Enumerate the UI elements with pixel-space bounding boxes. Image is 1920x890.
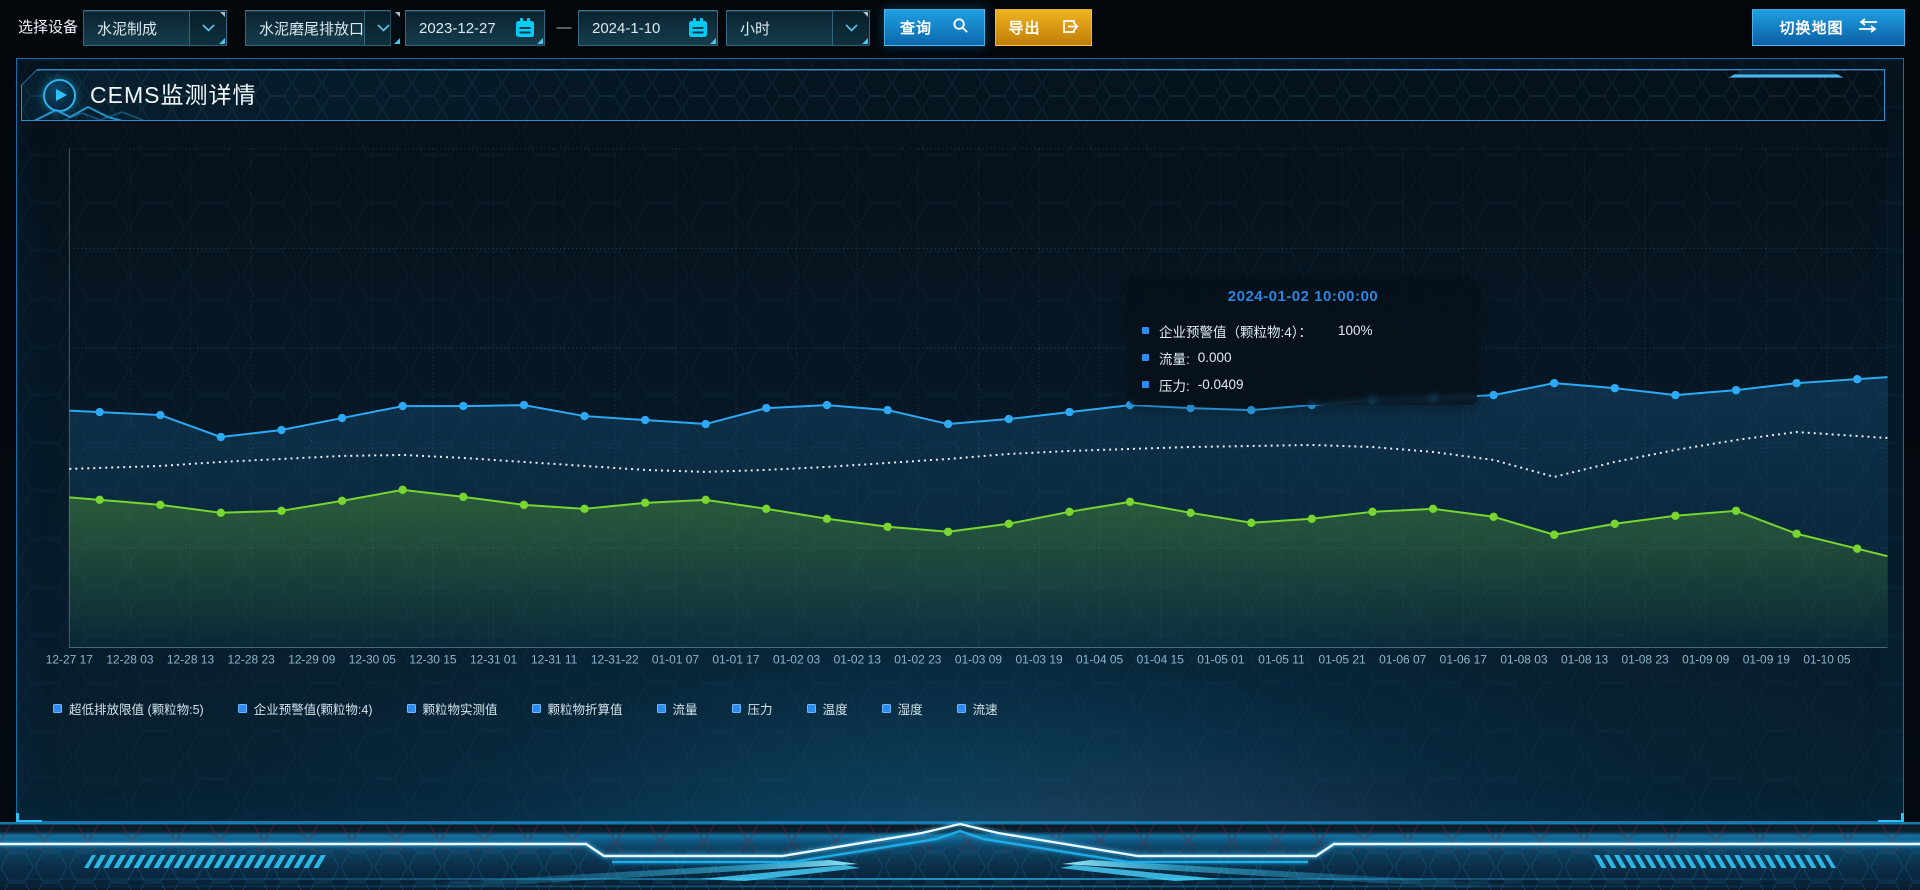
x-axis-label: 12-30 05	[349, 652, 397, 666]
export-button-label: 导出	[1008, 20, 1041, 37]
outlet-select[interactable]: 水泥磨尾排放口	[245, 10, 402, 46]
x-axis-label: 12-31-22	[591, 652, 639, 666]
top-toolbar: 选择设备 水泥制成 水泥磨尾排放口 2023-12-27 — 2024-1-10	[0, 0, 1920, 56]
x-axis-label: 01-06 07	[1379, 652, 1427, 666]
legend-marker	[731, 704, 741, 713]
x-axis-label: 01-05 21	[1318, 652, 1366, 666]
switch-map-button[interactable]: 切换地图	[1752, 9, 1905, 46]
x-axis-label: 01-08 03	[1500, 652, 1548, 666]
search-icon	[952, 17, 969, 38]
legend-label: 压力	[747, 703, 773, 717]
legend-label: 湿度	[897, 703, 923, 717]
x-axis-label: 12-31 01	[470, 652, 518, 666]
x-axis-label: 01-08 13	[1561, 652, 1609, 666]
legend-marker	[406, 704, 416, 713]
legend-marker	[956, 704, 966, 713]
legend-marker	[881, 704, 891, 713]
legend-label: 颗粒物折算值	[547, 703, 623, 717]
legend-label: 温度	[822, 703, 848, 717]
legend-item[interactable]: 企业预警值(颗粒物:4)	[237, 699, 373, 718]
legend-marker	[53, 704, 62, 713]
chevron-down-icon[interactable]	[189, 11, 226, 45]
x-axis-label: 01-05 11	[1258, 652, 1305, 666]
zigzag-decoration	[31, 105, 149, 120]
x-axis-label: 01-01 17	[712, 652, 760, 666]
bottom-tech-frame	[0, 822, 1920, 890]
legend-item[interactable]: 流速	[956, 699, 998, 718]
legend-marker	[656, 704, 666, 713]
legend-item[interactable]: 超低排放限值 (颗粒物:5)	[53, 699, 204, 718]
interval-select[interactable]: 小时	[726, 10, 870, 46]
x-axis-label: 01-09 19	[1743, 652, 1791, 666]
chart-legend: 超低排放限值 (颗粒物:5) 企业预警值(颗粒物:4) 颗粒物实测值 颗粒物折算值 流量…	[53, 699, 998, 718]
device-select-label: 选择设备	[18, 19, 79, 36]
x-axis-label: 12-27 17	[46, 652, 94, 666]
legend-label: 颗粒物实测值	[422, 703, 498, 717]
x-axis-label: 12-28 13	[167, 652, 215, 666]
x-axis-label: 12-31 11	[531, 652, 578, 666]
x-axis-label: 12-29 09	[288, 652, 336, 666]
query-button[interactable]: 查询	[884, 9, 985, 46]
x-axis-label: 01-05 01	[1197, 652, 1245, 666]
legend-item[interactable]: 压力	[731, 699, 773, 718]
legend-marker	[806, 704, 816, 713]
device-select[interactable]: 水泥制成	[83, 10, 227, 46]
legend-label: 流速	[972, 703, 998, 717]
header-hex-pattern	[22, 70, 1884, 120]
cems-detail-panel: CEMS监测详情 12-27 17 12-28 03 12-28 13 12-28 2…	[16, 58, 1904, 823]
export-icon	[1061, 17, 1079, 39]
start-date-input[interactable]: 2023-12-27	[405, 10, 545, 46]
device-select-value: 水泥制成	[97, 20, 158, 38]
x-axis-label: 01-04 05	[1076, 652, 1124, 666]
start-date-value: 2023-12-27	[419, 19, 496, 37]
legend-label: 流量	[672, 703, 698, 717]
x-axis-label: 01-04 15	[1137, 652, 1185, 666]
end-date-value: 2024-1-10	[592, 19, 661, 37]
chevron-down-icon[interactable]	[364, 11, 402, 45]
legend-item[interactable]: 温度	[806, 699, 848, 718]
end-date-input[interactable]: 2024-1-10	[578, 10, 718, 46]
x-axis-label: 01-02 03	[773, 652, 821, 666]
x-axis-label: 01-02 13	[834, 652, 882, 666]
chart-series-2	[69, 485, 1888, 648]
calendar-icon[interactable]	[506, 11, 544, 45]
chevron-down-icon[interactable]	[832, 11, 869, 45]
panel-header: CEMS监测详情	[21, 69, 1885, 121]
cems-line-chart[interactable]: 12-27 17 12-28 03 12-28 13 12-28 23 12-29 09…	[17, 59, 1903, 821]
x-axis-label: 01-09 09	[1682, 652, 1730, 666]
export-button[interactable]: 导出	[995, 9, 1092, 46]
header-accent-bar	[1728, 69, 1844, 78]
x-axis-label: 01-03 09	[955, 652, 1003, 666]
legend-marker	[237, 704, 247, 713]
swap-arrows-icon	[1858, 18, 1878, 37]
x-axis-label: 01-02 23	[894, 652, 942, 666]
legend-item[interactable]: 流量	[656, 699, 698, 718]
x-axis-label: 12-30 15	[409, 652, 457, 666]
x-axis-label: 01-06 17	[1440, 652, 1488, 666]
legend-marker	[531, 704, 541, 713]
legend-item[interactable]: 湿度	[881, 699, 923, 718]
x-axis-label: 12-28 23	[228, 652, 276, 666]
date-range-separator: —	[556, 19, 572, 36]
legend-item[interactable]: 颗粒物实测值	[406, 699, 498, 718]
x-axis-label: 01-10 05	[1803, 652, 1851, 666]
x-axis-label: 12-28 03	[106, 652, 154, 666]
legend-label: 超低排放限值 (颗粒物:5)	[69, 703, 204, 717]
interval-select-value: 小时	[740, 20, 771, 38]
chart-series-1	[69, 431, 1888, 478]
x-axis-label: 01-01 07	[652, 652, 700, 666]
outlet-select-value: 水泥磨尾排放口	[259, 20, 365, 38]
legend-label: 企业预警值(颗粒物:4)	[253, 703, 373, 717]
x-axis-labels: 12-27 17 12-28 03 12-28 13 12-28 23 12-29 09…	[46, 652, 1851, 666]
query-button-label: 查询	[899, 20, 932, 37]
panel-title: CEMS监测详情	[90, 82, 257, 108]
x-axis-label: 01-03 19	[1015, 652, 1063, 666]
x-axis-label: 01-08 23	[1622, 652, 1670, 666]
legend-item[interactable]: 颗粒物折算值	[531, 699, 623, 718]
calendar-icon[interactable]	[679, 11, 717, 45]
switch-map-button-label: 切换地图	[1779, 20, 1844, 37]
